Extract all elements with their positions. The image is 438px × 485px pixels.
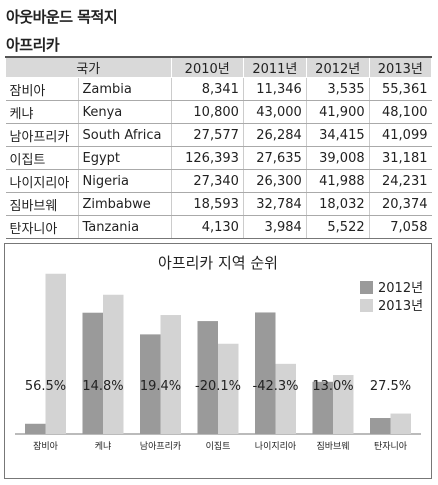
value-2013: 24,231 xyxy=(369,169,432,193)
destination-table: 국가 2010년 2011년 2012년 2013년 잠비아 Zambia 8,… xyxy=(5,56,433,239)
bar-2012 xyxy=(82,312,103,434)
country-en: Zimbabwe xyxy=(78,192,172,216)
table-row: 이집트 Egypt 126,393 27,635 39,008 31,181 xyxy=(5,146,432,170)
country-kr: 짐바브웨 xyxy=(5,192,79,216)
country-kr: 케냐 xyxy=(5,100,79,124)
value-2013: 31,181 xyxy=(369,146,432,170)
value-2011: 27,635 xyxy=(243,146,307,170)
table-row: 짐바브웨 Zimbabwe 18,593 32,784 18,032 20,37… xyxy=(5,192,432,216)
table-row: 나이지리아 Nigeria 27,340 26,300 41,988 24,23… xyxy=(5,169,432,193)
value-2010: 27,340 xyxy=(171,169,244,193)
country-en: South Africa xyxy=(78,123,172,147)
table-row: 탄자니아 Tanzania 4,130 3,984 5,522 7,058 xyxy=(5,215,432,239)
value-2012: 5,522 xyxy=(306,215,370,239)
header-2013: 2013년 xyxy=(368,56,433,78)
value-2011: 32,784 xyxy=(243,192,307,216)
value-2013: 48,100 xyxy=(369,100,432,124)
chart-panel: 아프리카 지역 순위 56.5% 잠비아 14.8% 케냐 19.4% 남아프리카 -20.… xyxy=(4,243,432,479)
header-2011: 2011년 xyxy=(242,56,307,78)
value-2012: 41,988 xyxy=(306,169,370,193)
bar-2012 xyxy=(370,418,391,434)
chart-title: 아프리카 지역 순위 xyxy=(158,254,278,272)
header-2010: 2010년 xyxy=(170,56,244,78)
change-label: 27.5% xyxy=(370,379,411,394)
bar-2012 xyxy=(25,423,46,434)
value-2013: 55,361 xyxy=(369,77,432,101)
country-kr: 잠비아 xyxy=(5,77,79,101)
table-row: 케냐 Kenya 10,800 43,000 41,900 48,100 xyxy=(5,100,432,124)
category-label: 남아프리카 xyxy=(140,441,181,452)
bar-chart: 56.5% 잠비아 14.8% 케냐 19.4% 남아프리카 -20.1% 이집트 -42.3%… xyxy=(15,273,423,452)
value-2012: 18,032 xyxy=(306,192,370,216)
category-label: 짐바브웨 xyxy=(316,440,349,452)
value-2010: 27,577 xyxy=(171,123,244,147)
page-title: 아웃바운드 목적지 xyxy=(6,8,118,26)
country-kr: 남아프리카 xyxy=(5,123,79,147)
table-row: 잠비아 Zambia 8,341 11,346 3,535 55,361 xyxy=(5,77,432,101)
change-label: 14.8% xyxy=(82,379,123,394)
change-label: -42.3% xyxy=(253,379,299,394)
bar-2013 xyxy=(160,315,181,434)
country-en: Egypt xyxy=(78,146,172,170)
category-label: 이집트 xyxy=(206,440,231,452)
value-2010: 8,341 xyxy=(171,77,244,101)
value-2010: 4,130 xyxy=(171,215,244,239)
value-2012: 39,008 xyxy=(306,146,370,170)
category-label: 잠비아 xyxy=(33,441,59,452)
country-kr: 나이지리아 xyxy=(5,169,79,193)
change-label: -20.1% xyxy=(195,379,241,394)
bar-2012 xyxy=(312,381,333,434)
country-kr: 탄자니아 xyxy=(5,215,79,239)
value-2011: 26,284 xyxy=(243,123,307,147)
country-en: Tanzania xyxy=(78,215,172,239)
value-2010: 126,393 xyxy=(171,146,244,170)
value-2012: 34,415 xyxy=(306,123,370,147)
category-label: 케냐 xyxy=(95,441,112,452)
change-label: 56.5% xyxy=(25,379,66,394)
value-2011: 11,346 xyxy=(243,77,307,101)
value-2012: 3,535 xyxy=(306,77,370,101)
bar-2013 xyxy=(333,375,354,434)
value-2010: 18,593 xyxy=(171,192,244,216)
bar-2013 xyxy=(275,363,296,434)
bar-2013 xyxy=(103,294,124,434)
country-en: Nigeria xyxy=(78,169,172,193)
bar-2013 xyxy=(45,273,66,434)
legend-label: 2013년 xyxy=(378,299,423,314)
bar-2013 xyxy=(390,413,411,434)
value-2012: 41,900 xyxy=(306,100,370,124)
legend-label: 2012년 xyxy=(378,281,423,296)
bar-2012 xyxy=(255,312,276,434)
value-2010: 10,800 xyxy=(171,100,244,124)
header-2012: 2012년 xyxy=(305,56,370,78)
legend-swatch xyxy=(360,299,373,312)
value-2011: 43,000 xyxy=(243,100,307,124)
value-2013: 7,058 xyxy=(369,215,432,239)
section-title: 아프리카 xyxy=(6,36,60,54)
legend-swatch xyxy=(360,281,373,294)
bar-2013 xyxy=(218,343,239,434)
bar-2012 xyxy=(197,321,218,434)
country-kr: 이집트 xyxy=(5,146,79,170)
category-label: 탄자니아 xyxy=(374,441,408,452)
category-label: 나이지리아 xyxy=(255,441,297,452)
country-en: Kenya xyxy=(78,100,172,124)
value-2013: 20,374 xyxy=(369,192,432,216)
change-label: 13.0% xyxy=(312,379,353,394)
header-country: 국가 xyxy=(5,56,172,78)
value-2013: 41,099 xyxy=(369,123,432,147)
value-2011: 26,300 xyxy=(243,169,307,193)
value-2011: 3,984 xyxy=(243,215,307,239)
change-label: 19.4% xyxy=(140,379,181,394)
bar-2012 xyxy=(140,334,161,434)
country-en: Zambia xyxy=(78,77,172,101)
table-row: 남아프리카 South Africa 27,577 26,284 34,415 … xyxy=(5,123,432,147)
